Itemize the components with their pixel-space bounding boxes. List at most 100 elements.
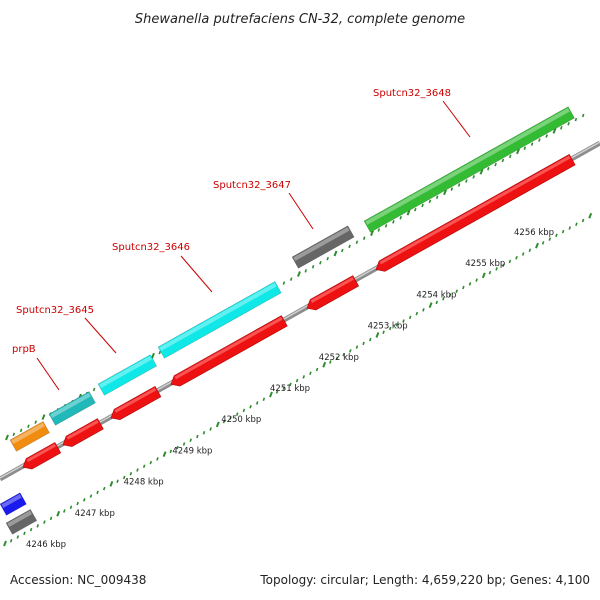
tick-scale: [69, 505, 73, 510]
reverse-gene: [306, 275, 360, 311]
tick-scale: [189, 438, 192, 442]
tick-scale: [49, 516, 53, 521]
tick-scale: [3, 540, 7, 547]
tick-outer: [523, 146, 527, 151]
kbp-label: 4253 kbp: [368, 322, 408, 332]
tick-outer: [465, 179, 468, 183]
tick-scale: [43, 520, 46, 524]
kbp-label: 4249 kbp: [172, 446, 212, 456]
tick-outer: [5, 434, 9, 441]
reverse-strand-genes: [22, 154, 576, 470]
Sputcn32_3647-gene: [291, 225, 355, 269]
tick-scale: [515, 255, 518, 260]
tick-scale: [555, 233, 558, 238]
tick-scale: [209, 427, 212, 431]
label-leader: [84, 317, 117, 354]
tick-scale: [362, 341, 365, 346]
tick-scale: [289, 382, 292, 387]
tick-scale: [269, 391, 273, 398]
gene-labels: prpB Sputcn32_3645 Sputcn32_3646 Sputcn32_3…: [12, 88, 471, 391]
tick-scale: [422, 308, 425, 312]
tick-outer: [443, 189, 447, 196]
tick-scale: [428, 302, 433, 309]
tick-scale: [16, 535, 20, 539]
tick-outer: [355, 240, 359, 245]
gene-label: prpB: [12, 344, 36, 355]
tick-scale: [355, 345, 359, 349]
tick-marks: [3, 113, 593, 547]
gray-gene-bottom: [5, 508, 38, 535]
tick-scale: [89, 494, 93, 498]
tick-outer: [362, 236, 366, 240]
tick-scale: [588, 212, 593, 219]
tick-outer: [158, 350, 162, 355]
tick-scale: [109, 481, 114, 487]
tick-scale: [116, 479, 119, 483]
tick-scale: [375, 332, 380, 338]
tick-outer: [435, 195, 439, 200]
tick-outer: [545, 134, 548, 138]
tick-outer: [567, 121, 570, 126]
tick-scale: [9, 539, 13, 543]
tick-scale: [302, 375, 306, 379]
tick-outer: [319, 260, 322, 265]
tick-scale: [455, 289, 458, 294]
tick-outer: [494, 162, 497, 167]
tick-scale: [215, 421, 220, 428]
tick-outer: [406, 209, 411, 216]
tick-scale: [528, 248, 532, 253]
tick-scale: [102, 486, 106, 491]
tick-scale: [448, 293, 452, 297]
kbp-label: 4256 kbp: [514, 228, 554, 238]
tick-scale: [249, 404, 252, 409]
tick-scale: [535, 242, 539, 249]
tick-scale: [262, 397, 266, 402]
tick-scale: [149, 460, 153, 465]
kbp-label: 4252 kbp: [319, 353, 359, 363]
label-leader: [442, 100, 471, 138]
tick-scale: [295, 378, 299, 383]
forward-strand-genes: [0, 106, 575, 535]
reverse-gene: [110, 385, 162, 421]
tick-outer: [384, 224, 388, 228]
accession-text: Accession: NC_009438: [10, 573, 147, 587]
Sputcn32_3646-gene: [157, 281, 282, 359]
tick-scale: [388, 326, 392, 331]
tick-scale: [408, 315, 412, 320]
tick-scale: [548, 237, 552, 241]
tick-outer: [450, 187, 454, 191]
Sputcn32_3645-gene: [97, 354, 158, 396]
tick-scale: [462, 285, 465, 290]
tick-scale: [495, 267, 498, 271]
tick-outer: [428, 199, 432, 204]
tick-scale: [136, 468, 139, 472]
tick-scale: [122, 475, 126, 480]
tick-scale: [23, 531, 26, 536]
kbp-label: 4250 kbp: [221, 415, 261, 425]
gene-label: Sputcn32_3646: [112, 242, 190, 253]
tick-scale: [315, 367, 319, 372]
tick-scale: [282, 386, 286, 390]
tick-scale: [129, 471, 133, 476]
tick-scale: [162, 451, 167, 457]
tick-scale: [63, 509, 66, 513]
tick-scale: [415, 311, 419, 316]
tick-outer: [27, 424, 30, 428]
tick-scale: [368, 337, 372, 342]
tick-scale: [475, 278, 478, 282]
tick-scale: [335, 356, 339, 361]
tick-scale: [96, 490, 99, 495]
tick-outer: [151, 352, 155, 359]
tick-scale: [508, 259, 512, 264]
blue-gene: [0, 492, 27, 516]
tick-scale: [322, 361, 327, 368]
reverse-gene: [62, 418, 104, 447]
tick-scale: [182, 442, 186, 446]
tick-scale: [521, 252, 525, 256]
tick-scale: [575, 222, 578, 226]
tick-outer: [574, 117, 578, 122]
tick-scale: [36, 524, 40, 528]
tick-outer: [399, 215, 402, 220]
tick-scale: [29, 527, 33, 532]
tick-outer: [479, 168, 484, 175]
